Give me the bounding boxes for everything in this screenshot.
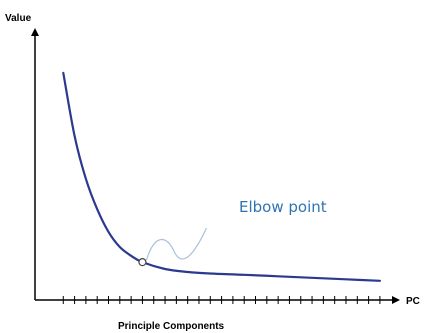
x-axis-end-label: PC xyxy=(406,296,420,307)
x-axis-ticks xyxy=(62,296,381,304)
x-axis-label: Principle Components xyxy=(118,321,225,332)
y-axis-label: Value xyxy=(5,13,32,24)
annotation-leader xyxy=(145,227,207,261)
elbow-point-marker xyxy=(138,258,147,267)
elbow-point-label: Elbow point xyxy=(239,198,327,216)
series-line xyxy=(62,71,381,282)
